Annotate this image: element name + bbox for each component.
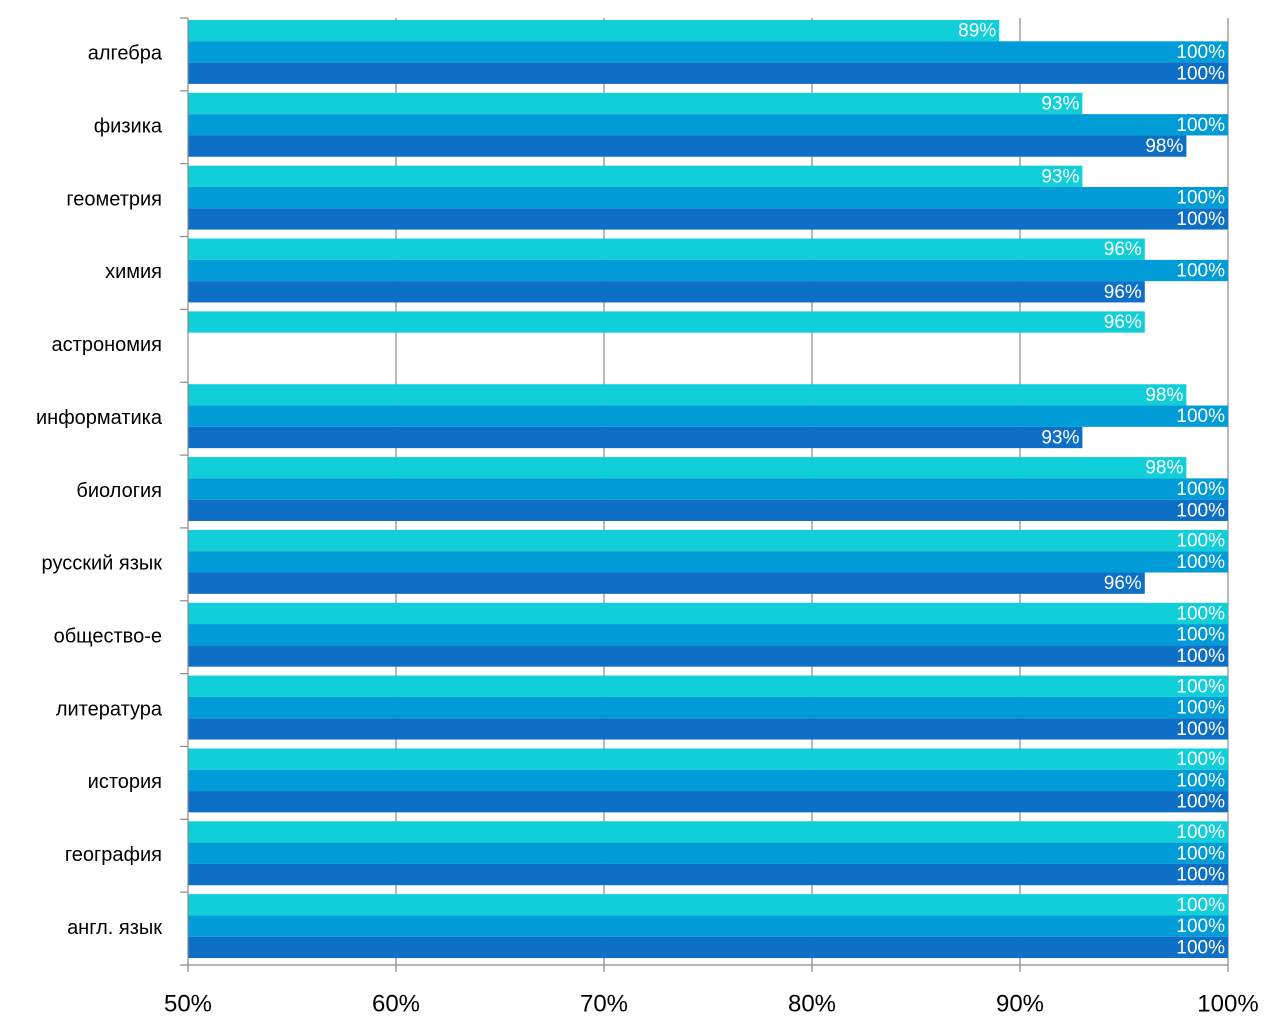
bar [188,696,1228,719]
value-label: 100% [1176,188,1225,209]
category-label: физика [94,116,163,138]
value-label: 100% [1176,822,1225,843]
bar [188,478,1228,500]
bar [188,529,1228,552]
value-label: 98% [1145,385,1183,406]
value-label: 100% [1176,719,1225,740]
x-tick-label: 100% [1197,990,1258,1017]
bar [188,572,1145,594]
bar [188,208,1228,230]
value-label: 96% [1104,239,1142,260]
bar [188,62,1228,84]
x-tick-label: 60% [372,990,420,1017]
bar [188,41,1228,63]
bar [188,92,1083,115]
value-label: 100% [1176,895,1225,916]
value-label: 100% [1176,749,1225,770]
value-label: 100% [1176,406,1225,427]
bar [188,499,1228,521]
value-label: 100% [1176,552,1225,573]
value-label: 100% [1176,42,1225,63]
category-label: химия [105,261,162,283]
x-tick-label: 50% [164,990,212,1017]
bar [188,238,1145,260]
value-label: 100% [1176,115,1225,136]
bar [188,20,1000,42]
value-label: 100% [1176,843,1225,864]
bar [188,602,1228,625]
bar [188,863,1228,886]
bar [188,936,1228,959]
bar [188,135,1187,157]
bar [188,281,1145,303]
x-tick-label: 90% [996,990,1044,1017]
category-label: биология [76,480,162,502]
bar [188,718,1228,740]
value-label: 100% [1176,916,1225,937]
value-label: 100% [1176,770,1225,791]
category-label: общество-е [54,625,162,647]
bar [188,311,1145,333]
bar [188,645,1228,667]
category-label: англ. язык [67,917,162,939]
value-label: 98% [1145,458,1183,479]
value-label: 100% [1176,625,1225,646]
bar [188,894,1228,916]
category-label: алгебра [88,43,163,65]
x-tick-label: 80% [788,990,836,1017]
bar [188,748,1228,770]
value-label: 100% [1176,500,1225,521]
bar [188,165,1083,187]
value-label: 100% [1176,646,1225,667]
value-label: 93% [1041,166,1079,187]
x-tick-label: 70% [580,990,628,1017]
bar [188,769,1228,792]
value-label: 100% [1176,603,1225,624]
value-label: 93% [1041,94,1079,115]
value-label: 100% [1176,676,1225,697]
bar [188,675,1228,697]
category-label: русский язык [42,553,163,575]
value-label: 96% [1104,573,1142,594]
value-label: 100% [1176,698,1225,719]
value-label: 93% [1041,427,1079,448]
value-label: 100% [1176,261,1225,282]
category-label: информатика [36,407,163,429]
value-label: 100% [1176,531,1225,552]
category-label: астрономия [52,334,162,356]
value-label: 98% [1145,136,1183,157]
value-label: 89% [958,21,996,42]
bar [188,405,1228,427]
value-label: 100% [1176,865,1225,886]
category-label: география [65,844,162,866]
bar [188,551,1228,573]
value-label: 100% [1176,792,1225,813]
value-label: 100% [1176,937,1225,958]
value-label: 100% [1176,209,1225,230]
value-label: 100% [1176,63,1225,84]
category-label: литература [56,698,163,720]
category-label: история [88,771,162,793]
bar [188,259,1228,282]
value-label: 100% [1176,479,1225,500]
bar [188,384,1187,406]
value-label: 96% [1104,282,1142,303]
bar [188,821,1228,843]
value-label: 96% [1104,312,1142,333]
bar [188,842,1228,864]
bar [188,915,1228,937]
bar [188,186,1228,209]
bar [188,114,1228,136]
bar [188,426,1083,449]
bar [188,624,1228,646]
bar [188,457,1187,479]
category-label: геометрия [66,188,162,210]
bar [188,791,1228,813]
